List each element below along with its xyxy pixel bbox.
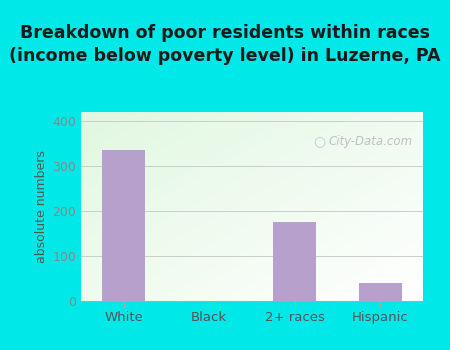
Bar [359,283,401,301]
Text: City-Data.com: City-Data.com [328,135,413,148]
Text: ○: ○ [314,135,326,149]
Bar [103,150,145,301]
Y-axis label: absolute numbers: absolute numbers [35,150,48,263]
Bar [274,222,316,301]
Text: Breakdown of poor residents within races
(income below poverty level) in Luzerne: Breakdown of poor residents within races… [9,25,441,65]
